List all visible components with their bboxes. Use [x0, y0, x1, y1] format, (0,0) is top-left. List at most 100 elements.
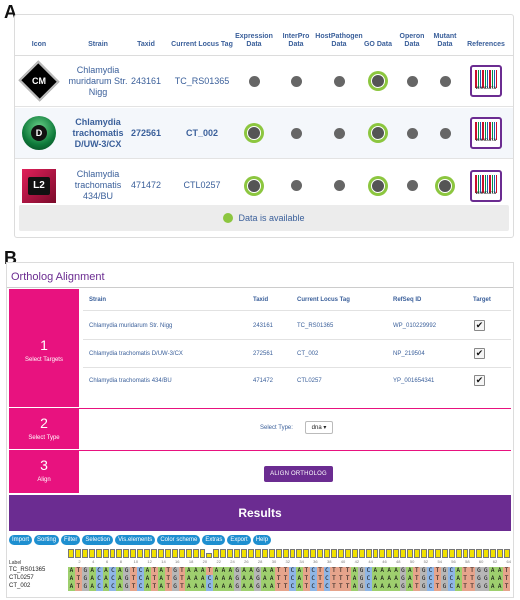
nucleotide-cell: G: [420, 575, 428, 583]
locus-tag-link[interactable]: CTL0257: [183, 180, 221, 190]
conservation-bar: [469, 549, 476, 558]
menu-help[interactable]: Help: [252, 535, 272, 545]
mutant-available-dot[interactable]: [427, 160, 463, 211]
conservation-bar: [490, 549, 497, 558]
go-available-dot[interactable]: [361, 108, 395, 158]
menu-filter[interactable]: Filter: [61, 535, 81, 545]
menu-selection[interactable]: Selection: [82, 535, 114, 545]
nucleotide-cell: A: [371, 575, 379, 583]
ruler-tick: 56: [451, 559, 456, 564]
nucleotide-cell: T: [337, 583, 345, 591]
divider: [83, 339, 511, 340]
nucleotide-cell: A: [496, 575, 504, 583]
strain-link[interactable]: Chlamydia trachomatis D/UW-3/CX: [72, 116, 124, 149]
header-divider: [15, 55, 513, 56]
nucleotide-cell: A: [385, 567, 393, 575]
nucleotide-cell: A: [68, 575, 75, 583]
menu-import[interactable]: Import: [9, 535, 33, 545]
expression-available-dot[interactable]: [233, 160, 275, 211]
nucleotide-cell: T: [130, 583, 138, 591]
wikidata-link[interactable]: WIKIDATA: [461, 56, 511, 106]
nucleotide-cell: A: [219, 575, 227, 583]
header-hostpathogen: HostPathogen Data: [315, 33, 363, 48]
locus-tag-link[interactable]: CT_002: [185, 127, 219, 138]
nucleotide-cell: G: [123, 575, 131, 583]
conservation-bar: [116, 549, 123, 558]
nucleotide-cell: T: [413, 583, 421, 591]
nucleotide-cell: G: [81, 567, 89, 575]
nucleotide-cell: C: [323, 567, 331, 575]
conservation-bar: [289, 549, 296, 558]
menu-extras[interactable]: Extras: [202, 535, 226, 545]
ruler-tick: 10: [133, 559, 139, 564]
strain-link[interactable]: Chlamydia trachomatis 434/BU: [74, 169, 122, 201]
align-ortholog-button[interactable]: ALIGN ORTHOLOG: [264, 466, 333, 482]
menu-sorting[interactable]: Sorting: [34, 535, 60, 545]
expression-unavailable-dot: [233, 56, 275, 106]
sequence-name: CT_002: [9, 583, 31, 589]
conservation-bar: [81, 549, 88, 558]
hostpathogen-unavailable-dot: [315, 56, 363, 106]
target-refseq: NP_219504: [393, 351, 425, 357]
l2-strain-icon: L2: [19, 160, 59, 211]
nucleotide-cell: C: [109, 583, 117, 591]
locus-tag-link[interactable]: TC_RS01365: [174, 75, 230, 86]
ortholog-alignment-panel: Ortholog Alignment 1 Select Targets 2 Se…: [6, 262, 514, 598]
nucleotide-cell: G: [440, 575, 448, 583]
strain-link[interactable]: Chlamydia muridarum Str. Nigg: [68, 64, 128, 97]
nucleotide-cell: G: [482, 583, 490, 591]
ruler-tick: 2: [78, 559, 81, 564]
conservation-bar: [171, 549, 178, 558]
nucleotide-cell: G: [482, 575, 490, 583]
step-number: 1: [40, 337, 48, 353]
expression-available-dot[interactable]: [233, 108, 275, 158]
divider: [83, 367, 511, 368]
target-refseq: WP_010229992: [393, 323, 437, 329]
ruler-tick: 8: [119, 559, 123, 564]
wikidata-link[interactable]: WIKIDATA: [461, 108, 511, 158]
nucleotide-cell: T: [282, 575, 289, 583]
nucleotide-cell: T: [503, 583, 510, 591]
wikidata-icon: WIKIDATA: [470, 169, 502, 202]
go-available-dot[interactable]: [361, 56, 395, 106]
nucleotide-cell: A: [371, 567, 379, 575]
nucleotide-cell: T: [74, 575, 82, 583]
go-available-dot[interactable]: [361, 160, 395, 211]
menu-vis-elements[interactable]: Vis.elements: [115, 535, 156, 545]
ruler-tick: 38: [326, 559, 332, 564]
target-checkbox[interactable]: ✔: [474, 375, 485, 386]
wikidata-link[interactable]: WIKIDATA: [461, 160, 511, 211]
select-type-dropdown[interactable]: dna ▾: [305, 421, 333, 434]
conservation-bar: [137, 549, 144, 558]
nucleotide-cell: T: [461, 567, 469, 575]
ruler-tick: 16: [175, 559, 180, 564]
nucleotide-cell: T: [206, 567, 214, 575]
nucleotide-cell: G: [399, 583, 407, 591]
conservation-bar: [227, 549, 234, 558]
conservation-bar: [234, 549, 241, 558]
nucleotide-cell: A: [157, 575, 165, 583]
menu-export[interactable]: Export: [227, 535, 251, 545]
sequence-name: CTL0257: [9, 575, 34, 581]
nucleotide-cell: A: [496, 583, 504, 591]
conservation-bar: [414, 549, 421, 558]
nucleotide-cell: T: [178, 575, 186, 583]
target-checkbox[interactable]: ✔: [474, 320, 485, 331]
target-checkbox[interactable]: ✔: [474, 348, 485, 359]
ruler-tick: 40: [340, 559, 346, 564]
menu-color-scheme[interactable]: Color scheme: [157, 535, 201, 545]
conservation-bar: [151, 549, 157, 558]
nucleotide-cell: G: [171, 583, 179, 591]
nucleotide-cell: G: [399, 575, 407, 583]
step-label: Select Type: [28, 435, 60, 441]
nucleotide-cell: A: [406, 567, 414, 575]
nucleotide-cell: A: [261, 583, 269, 591]
nucleotide-cell: C: [206, 575, 214, 583]
target-taxid: 243161: [253, 323, 274, 329]
nucleotide-cell: A: [392, 583, 400, 591]
conservation-bar: [504, 549, 510, 558]
ruler-tick: 14: [161, 559, 166, 564]
